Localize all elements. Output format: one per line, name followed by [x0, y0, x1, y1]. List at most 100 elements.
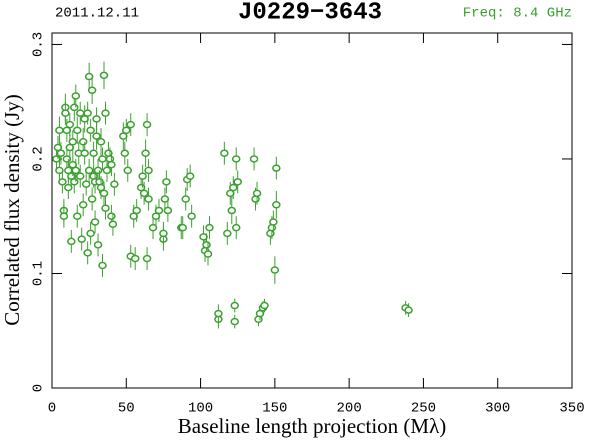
y-tick-label: 0.1 — [31, 261, 47, 286]
point — [71, 92, 81, 100]
point — [55, 126, 64, 135]
point — [252, 189, 262, 198]
x-tick-label: 250 — [411, 401, 436, 417]
point — [107, 160, 116, 169]
point — [187, 212, 196, 220]
point — [71, 166, 81, 175]
point — [199, 233, 208, 241]
point — [214, 309, 223, 318]
point — [269, 218, 278, 226]
point — [142, 254, 152, 263]
point — [154, 206, 164, 215]
point — [67, 237, 76, 246]
point — [404, 306, 413, 314]
point — [86, 229, 95, 238]
point — [90, 218, 100, 226]
point — [83, 249, 92, 257]
point — [144, 195, 153, 203]
point — [132, 206, 141, 215]
point — [159, 229, 168, 238]
point — [102, 166, 112, 175]
point — [84, 72, 94, 81]
point — [148, 223, 158, 232]
point — [205, 223, 214, 232]
point — [233, 178, 242, 186]
y-tick-label: 0 — [31, 384, 47, 392]
point — [83, 109, 92, 117]
point — [223, 229, 232, 238]
point — [70, 178, 79, 186]
point — [231, 155, 241, 163]
point — [75, 172, 85, 180]
point — [162, 178, 171, 186]
point — [163, 206, 173, 215]
point — [77, 235, 86, 243]
point — [78, 201, 88, 209]
point — [144, 166, 153, 175]
y-tick-label: 0.3 — [31, 32, 47, 57]
point — [272, 201, 281, 209]
point — [52, 155, 61, 163]
frequency: Freq: 8.4 GHz — [463, 6, 572, 22]
point — [92, 115, 101, 123]
point — [93, 241, 103, 249]
point — [231, 223, 241, 232]
point — [141, 149, 150, 157]
x-tick-label: 300 — [485, 401, 510, 417]
point — [65, 120, 75, 129]
point — [139, 189, 149, 198]
point — [56, 149, 66, 157]
point — [123, 166, 133, 175]
x-tick-label: 100 — [188, 401, 213, 417]
date: 2011.12.11 — [55, 6, 139, 22]
point — [64, 183, 73, 192]
point — [249, 155, 259, 163]
x-tick-label: 150 — [262, 401, 287, 417]
point — [92, 132, 101, 140]
point — [101, 109, 110, 117]
point — [126, 120, 135, 129]
point — [93, 166, 103, 175]
point — [130, 254, 140, 263]
point — [84, 166, 94, 175]
point — [73, 212, 82, 220]
point — [58, 178, 67, 186]
point — [78, 138, 88, 146]
point — [101, 204, 110, 212]
point — [160, 195, 170, 203]
x-tick-label: 200 — [337, 401, 362, 417]
point — [59, 212, 69, 220]
point — [272, 164, 281, 172]
point — [68, 138, 78, 146]
point — [61, 109, 70, 117]
point — [185, 172, 195, 180]
point — [80, 149, 89, 157]
y-axis-label: Correlated flux density (Jy) — [0, 94, 24, 326]
point — [202, 241, 211, 249]
point — [138, 172, 147, 180]
point — [55, 166, 64, 175]
point — [110, 180, 119, 188]
point — [81, 180, 91, 188]
point — [99, 71, 109, 80]
x-tick-label: 0 — [48, 401, 56, 417]
point — [230, 317, 239, 326]
point — [96, 138, 106, 146]
point — [203, 250, 213, 258]
point — [108, 220, 118, 228]
point — [98, 261, 107, 270]
point — [260, 301, 269, 310]
point — [142, 120, 152, 129]
y-tick-label: 0.2 — [31, 146, 47, 171]
point — [86, 126, 95, 135]
point — [75, 109, 85, 117]
point — [178, 223, 187, 232]
point — [70, 103, 79, 112]
chart-title: J0229−3643 — [238, 0, 382, 26]
point — [87, 195, 97, 203]
point — [89, 149, 98, 157]
point — [270, 266, 280, 274]
point — [122, 126, 131, 135]
